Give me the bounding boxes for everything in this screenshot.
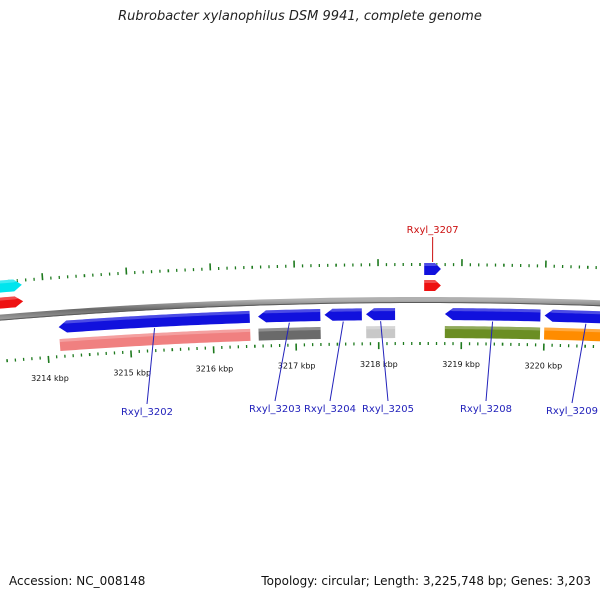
gene-rxyl-3204 (324, 308, 362, 321)
gene-body (58, 310, 250, 333)
gene-body (424, 280, 441, 292)
gene-shine (544, 327, 600, 333)
gene-body (0, 296, 24, 309)
gene-shine (444, 308, 541, 313)
gene-body (258, 309, 321, 323)
gene-label: Rxyl_3209 (546, 406, 598, 417)
gene-callout-line (485, 321, 494, 402)
gene-shine (257, 309, 321, 314)
gene-body (366, 326, 396, 339)
gene-shine (424, 280, 441, 284)
gene-body (324, 308, 362, 321)
kbp-tick-label: 3214 kbp (31, 374, 69, 383)
outer-tick (41, 273, 44, 281)
feature-block (0, 279, 22, 293)
backbone-shadow (0, 301, 600, 321)
gene-body (366, 308, 396, 321)
gene-label: Rxyl_3202 (121, 407, 173, 418)
gene-body (444, 308, 541, 322)
gene-label: Rxyl_3203 (249, 404, 301, 415)
kbp-tick-label: 3215 kbp (113, 368, 151, 377)
gene-shine (0, 296, 23, 301)
gene-callout-line (146, 328, 156, 405)
gene-callout-line (329, 321, 344, 402)
kbp-tick-label: 3218 kbp (360, 360, 398, 369)
gene-body (544, 327, 600, 342)
gene-layer (0, 263, 600, 352)
gene-rxyl-3208 (444, 308, 541, 322)
genome-summary-text: Topology: circular; Length: 3,225,748 bp… (261, 574, 591, 588)
backbone-arc (0, 296, 600, 321)
feature-block (258, 326, 321, 341)
gene-body (258, 326, 321, 341)
gene-body (0, 279, 22, 293)
gene-callout-line (571, 323, 587, 404)
gene-shine (0, 279, 22, 284)
feature-block (0, 296, 24, 309)
gene-body (424, 263, 441, 276)
kbp-tick-label: 3219 kbp (442, 360, 480, 369)
feature-block (59, 328, 251, 352)
label-layer: 3214 kbp 3215 kbp 3216 kbp 3217 kbp 3218 kbp… (31, 225, 598, 418)
gene-rxyl-3203 (257, 309, 321, 323)
gene-shine (59, 328, 251, 343)
gene-label: Rxyl_3207 (407, 225, 459, 236)
feature-block (366, 326, 396, 339)
gene-rxyl-3207 (424, 263, 441, 276)
gene-label: Rxyl_3205 (362, 404, 414, 415)
inner-tick (47, 355, 50, 363)
map-title: Rubrobacter xylanophilus DSM 9941, compl… (118, 9, 482, 24)
gene-callout-line (274, 322, 290, 402)
gene-body (444, 326, 541, 340)
accession-text: Accession: NC_008148 (9, 574, 146, 588)
feature-block (424, 280, 441, 292)
gene-rxyl-3205 (365, 308, 396, 321)
gene-rxyl-3209 (544, 309, 600, 324)
kbp-tick-label: 3216 kbp (196, 364, 234, 373)
gene-shine (544, 309, 600, 315)
kbp-tick-label: 3217 kbp (278, 362, 316, 371)
gene-rxyl-3202 (58, 310, 250, 333)
backbone-layer (0, 296, 600, 321)
gene-body (544, 309, 600, 324)
gene-callout-line (380, 321, 389, 402)
gene-label: Rxyl_3204 (304, 404, 356, 415)
kbp-tick-label: 3220 kbp (524, 362, 562, 371)
gene-shine (366, 326, 396, 330)
tick-layer (0, 259, 597, 363)
gene-body (59, 328, 251, 352)
gene-label: Rxyl_3208 (460, 404, 512, 415)
gene-shine (258, 326, 321, 332)
gene-shine (424, 263, 441, 267)
gene-shine (365, 308, 396, 312)
gene-shine (58, 310, 250, 324)
feature-block (544, 327, 600, 342)
gene-shine (324, 308, 362, 312)
